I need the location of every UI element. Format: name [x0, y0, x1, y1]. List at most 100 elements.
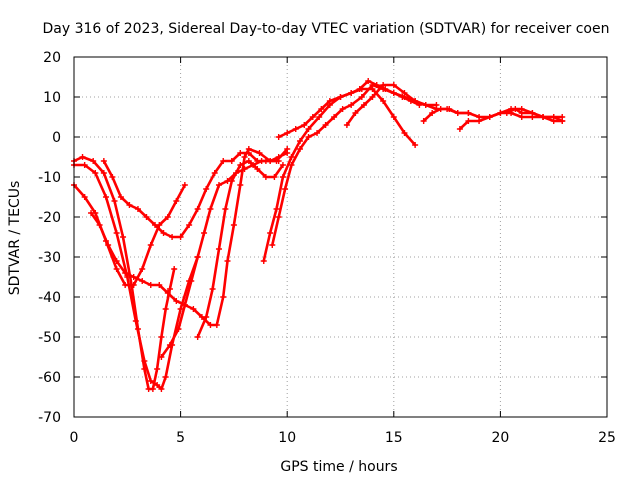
- series-trace: [271, 83, 438, 247]
- series-pass-9: [269, 82, 440, 248]
- data-point-marker: [465, 118, 472, 124]
- data-point-marker: [220, 294, 227, 300]
- y-tick-label: -20: [38, 210, 61, 226]
- data-point-marker: [158, 334, 165, 340]
- data-point-marker: [109, 174, 116, 180]
- data-point-marker: [429, 110, 436, 116]
- y-tick-label: -10: [38, 170, 61, 186]
- x-tick-label: 15: [385, 430, 403, 446]
- data-point-marker: [446, 106, 453, 112]
- data-point-marker: [228, 178, 235, 184]
- data-point-marker: [215, 246, 222, 252]
- data-point-marker: [90, 158, 97, 164]
- y-tick-label: 10: [43, 90, 61, 106]
- data-point-marker: [147, 242, 154, 248]
- data-point-marker: [175, 326, 182, 332]
- data-point-marker: [288, 154, 295, 160]
- data-point-marker: [203, 186, 210, 192]
- data-point-marker: [173, 198, 180, 204]
- data-series: [71, 78, 566, 392]
- data-point-marker: [486, 114, 493, 120]
- data-point-marker: [529, 110, 536, 116]
- x-tick-label: 0: [70, 430, 79, 446]
- data-point-marker: [337, 94, 344, 100]
- series-trace: [160, 151, 289, 359]
- data-point-marker: [254, 166, 261, 172]
- data-point-marker: [207, 322, 214, 328]
- data-point-marker: [237, 182, 244, 188]
- data-point-marker: [382, 86, 389, 92]
- data-point-marker: [203, 314, 210, 320]
- data-point-marker: [113, 258, 120, 264]
- data-point-marker: [162, 374, 169, 380]
- data-point-marker: [518, 110, 525, 116]
- data-point-marker: [113, 230, 120, 236]
- data-point-marker: [100, 158, 107, 164]
- data-point-marker: [222, 206, 229, 212]
- data-point-marker: [322, 122, 329, 128]
- data-point-marker: [113, 266, 120, 272]
- data-point-marker: [241, 154, 248, 160]
- series-trace: [102, 147, 289, 239]
- data-point-marker: [130, 274, 137, 280]
- y-tick-label: -60: [38, 370, 61, 386]
- data-point-marker: [258, 158, 265, 164]
- data-point-marker: [147, 282, 154, 288]
- data-point-marker: [92, 170, 99, 176]
- x-tick-label: 20: [491, 430, 509, 446]
- data-point-marker: [422, 102, 429, 108]
- data-point-marker: [390, 90, 397, 96]
- data-point-marker: [120, 234, 127, 240]
- data-point-marker: [292, 126, 299, 132]
- data-point-marker: [275, 214, 282, 220]
- data-point-marker: [412, 98, 419, 104]
- data-point-marker: [305, 126, 312, 132]
- data-point-marker: [273, 206, 280, 212]
- data-point-marker: [162, 306, 169, 312]
- data-point-marker: [237, 150, 244, 156]
- data-point-marker: [497, 110, 504, 116]
- data-point-marker: [117, 194, 124, 200]
- data-point-marker: [152, 222, 159, 228]
- data-point-marker: [147, 378, 154, 384]
- data-point-marker: [224, 258, 231, 264]
- data-point-marker: [228, 158, 235, 164]
- data-point-marker: [169, 234, 176, 240]
- y-tick-label: 0: [52, 130, 61, 146]
- data-point-marker: [271, 174, 278, 180]
- data-point-marker: [211, 170, 218, 176]
- data-point-marker: [141, 358, 148, 364]
- data-point-marker: [420, 118, 427, 124]
- data-point-marker: [81, 162, 88, 168]
- data-point-marker: [256, 150, 263, 156]
- axis-ticks: 0 5 10 15 20 25 -70 -60 -50 -40 -30 -20 -10 0 10 20: [38, 50, 616, 446]
- data-point-marker: [194, 334, 201, 340]
- data-point-marker: [284, 150, 291, 156]
- data-point-marker: [316, 114, 323, 120]
- data-point-marker: [215, 182, 222, 188]
- data-point-marker: [512, 106, 519, 112]
- data-point-marker: [550, 114, 557, 120]
- data-point-marker: [88, 210, 95, 216]
- data-point-marker: [122, 270, 129, 276]
- data-point-marker: [230, 222, 237, 228]
- data-point-marker: [171, 266, 178, 272]
- data-point-marker: [331, 114, 338, 120]
- data-point-marker: [245, 150, 252, 156]
- data-point-marker: [194, 206, 201, 212]
- x-tick-label: 25: [598, 430, 616, 446]
- data-point-marker: [207, 206, 214, 212]
- data-point-marker: [105, 242, 112, 248]
- data-point-marker: [356, 86, 363, 92]
- data-point-marker: [267, 158, 274, 164]
- data-point-marker: [267, 230, 274, 236]
- data-point-marker: [288, 162, 295, 168]
- data-point-marker: [126, 202, 133, 208]
- data-point-marker: [348, 90, 355, 96]
- x-tick-label: 10: [278, 430, 296, 446]
- data-point-marker: [143, 214, 150, 220]
- data-point-marker: [186, 222, 193, 228]
- series-trace: [72, 163, 199, 391]
- data-point-marker: [100, 170, 107, 176]
